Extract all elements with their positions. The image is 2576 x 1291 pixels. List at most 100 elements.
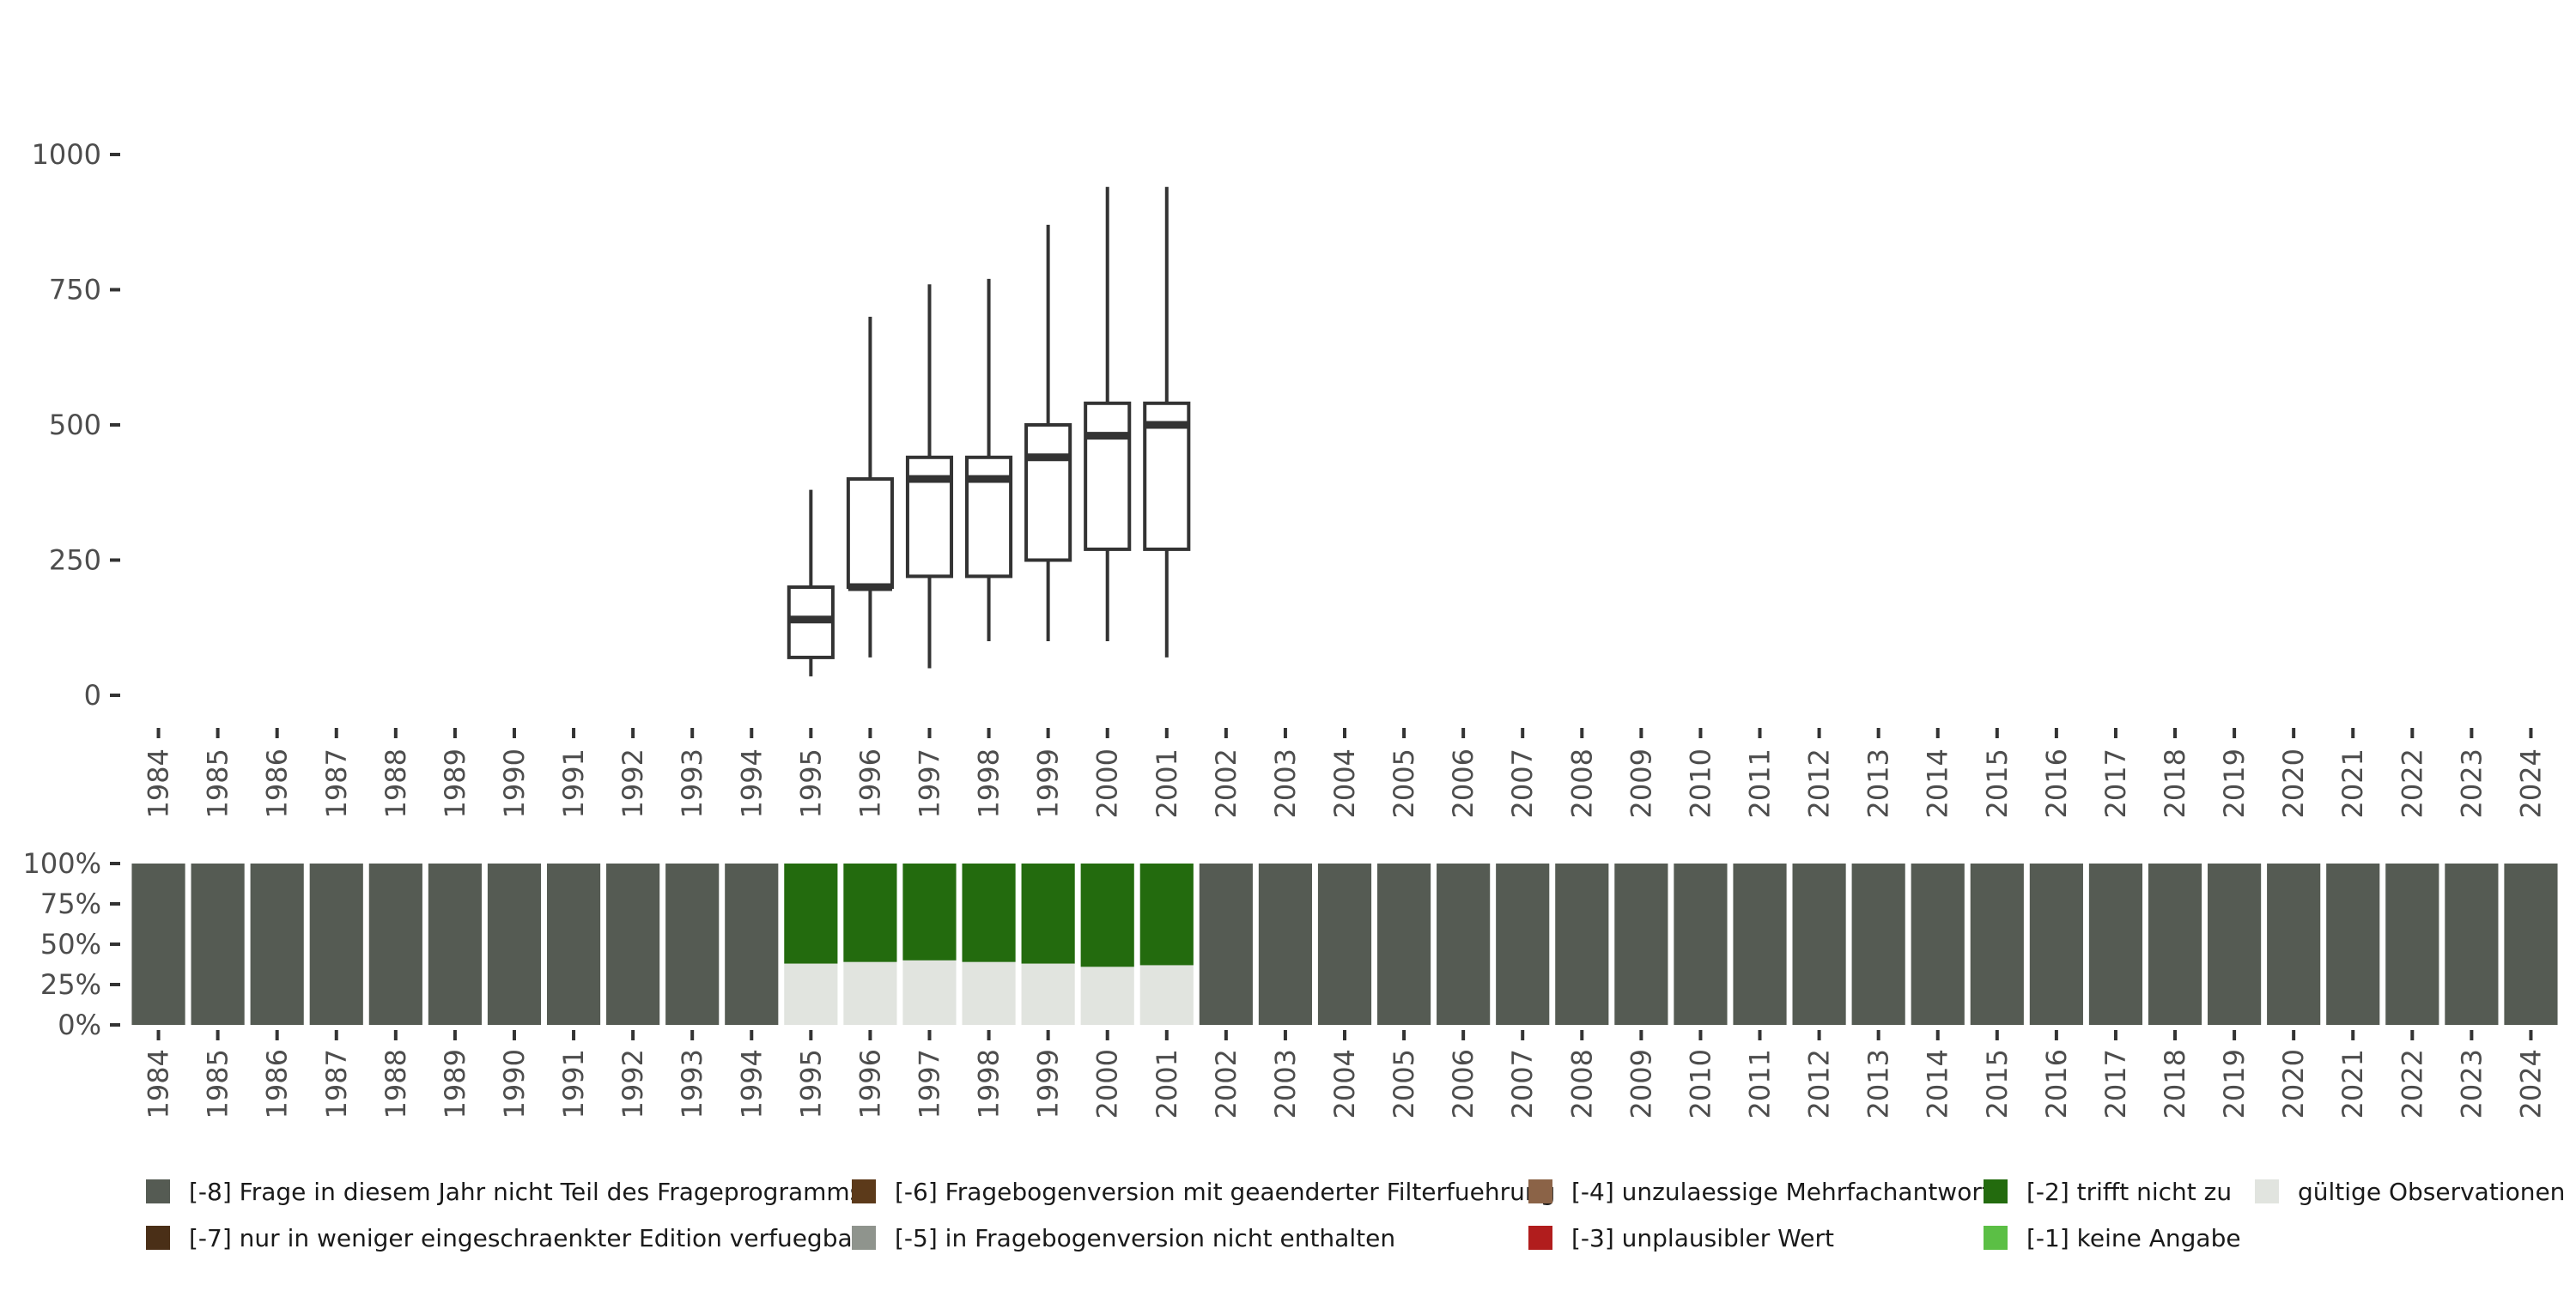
x-tick-label: 2023 bbox=[2455, 749, 2488, 818]
bar-segment-1999 bbox=[1021, 963, 1075, 1025]
y-tick-label: 100% bbox=[23, 847, 101, 880]
x-tick-label: 2004 bbox=[1328, 1049, 1361, 1118]
x-tick-label: 2003 bbox=[1269, 1049, 1302, 1118]
x-tick-label: 1993 bbox=[676, 749, 708, 818]
legend-item-minus1: [-1] keine Angabe bbox=[1984, 1221, 2241, 1255]
x-tick-label: 2019 bbox=[2218, 749, 2251, 818]
bar-segment-1987 bbox=[309, 864, 363, 1025]
x-tick-label: 2024 bbox=[2514, 1049, 2547, 1118]
box-1998 bbox=[965, 278, 1013, 641]
x-tick-label: 1991 bbox=[557, 1049, 590, 1118]
bar-segment-2022 bbox=[2385, 864, 2439, 1025]
bar-segment-1997 bbox=[902, 864, 957, 961]
x-tick-label: 2012 bbox=[1803, 1049, 1836, 1118]
x-tick-label: 1999 bbox=[1032, 1049, 1065, 1118]
bar-segment-2004 bbox=[1317, 864, 1372, 1025]
x-tick-label: 2017 bbox=[2099, 1049, 2132, 1118]
legend-label: [-4] unzulaessige Mehrfachantwort bbox=[1571, 1177, 1991, 1206]
x-tick-label: 1986 bbox=[261, 1049, 294, 1118]
legend-label: [-2] trifft nicht zu bbox=[2026, 1177, 2233, 1206]
x-tick-label: 1990 bbox=[498, 749, 531, 818]
bar-segment-2024 bbox=[2504, 864, 2558, 1025]
x-tick-label: 1996 bbox=[854, 749, 886, 818]
x-tick-label: 1989 bbox=[439, 749, 471, 818]
legend-swatch bbox=[1984, 1226, 2008, 1250]
x-tick-label: 2013 bbox=[1862, 1049, 1895, 1118]
x-tick-label: 2017 bbox=[2099, 749, 2132, 818]
legend-label: [-8] Frage in diesem Jahr nicht Teil des… bbox=[189, 1177, 863, 1206]
x-tick-label: 2020 bbox=[2277, 1049, 2310, 1118]
bar-segment-2012 bbox=[1792, 864, 1846, 1025]
bar-segment-2017 bbox=[2088, 864, 2143, 1025]
box-2000 bbox=[1084, 186, 1132, 641]
bar-segment-2014 bbox=[1911, 864, 1965, 1025]
bar-segment-2000 bbox=[1080, 864, 1134, 967]
y-tick-label: 1000 bbox=[32, 138, 101, 171]
x-tick-label: 1991 bbox=[557, 749, 590, 818]
x-tick-label: 2009 bbox=[1625, 749, 1657, 818]
x-tick-label: 2013 bbox=[1862, 749, 1895, 818]
x-tick-label: 2004 bbox=[1328, 749, 1361, 818]
bar-segment-1990 bbox=[487, 864, 542, 1025]
bar-segment-2000 bbox=[1080, 967, 1134, 1025]
x-tick-label: 1997 bbox=[913, 749, 945, 818]
bar-segment-2008 bbox=[1555, 864, 1609, 1025]
bar-segment-1995 bbox=[784, 963, 838, 1025]
x-tick-label: 2003 bbox=[1269, 749, 1302, 818]
x-tick-label: 1992 bbox=[617, 1049, 649, 1118]
bar-segment-1997 bbox=[902, 960, 957, 1025]
legend-item-minus2: [-2] trifft nicht zu bbox=[1984, 1174, 2232, 1209]
x-tick-label: 2010 bbox=[1684, 1049, 1716, 1118]
x-tick-label: 2001 bbox=[1151, 749, 1183, 818]
bar-segment-1995 bbox=[784, 864, 838, 964]
y-tick-label: 250 bbox=[49, 544, 101, 577]
x-tick-label: 2005 bbox=[1388, 749, 1420, 818]
x-tick-label: 1986 bbox=[261, 749, 294, 818]
bar-segment-1994 bbox=[725, 864, 779, 1025]
x-tick-label: 1987 bbox=[320, 1049, 353, 1118]
x-tick-label: 2007 bbox=[1506, 1049, 1539, 1118]
x-tick-label: 2015 bbox=[1981, 749, 2014, 818]
bar-segment-1984 bbox=[131, 864, 185, 1025]
x-tick-label: 1996 bbox=[854, 1049, 886, 1118]
x-tick-label: 1989 bbox=[439, 1049, 471, 1118]
x-tick-label: 2022 bbox=[2396, 1049, 2428, 1118]
bar-segment-2007 bbox=[1496, 864, 1550, 1025]
x-tick-label: 1997 bbox=[913, 1049, 945, 1118]
x-tick-label: 2002 bbox=[1210, 1049, 1242, 1118]
bar-segment-1998 bbox=[962, 961, 1016, 1025]
bar-segment-2002 bbox=[1199, 864, 1253, 1025]
legend-swatch bbox=[1528, 1179, 1552, 1203]
x-tick-label: 2024 bbox=[2514, 749, 2547, 818]
bar-segment-1992 bbox=[606, 864, 660, 1025]
legend-label: gültige Observationen bbox=[2298, 1177, 2566, 1206]
bar-segment-1989 bbox=[428, 864, 482, 1025]
x-tick-label: 1992 bbox=[617, 749, 649, 818]
legend-label: [-3] unplausibler Wert bbox=[1571, 1223, 1834, 1252]
bar-segment-1999 bbox=[1021, 864, 1075, 964]
legend-label: [-5] in Fragebogenversion nicht enthalte… bbox=[895, 1223, 1396, 1252]
x-tick-label: 2020 bbox=[2277, 749, 2310, 818]
x-tick-label: 2018 bbox=[2159, 749, 2191, 818]
bar-segment-2006 bbox=[1437, 864, 1491, 1025]
bar-segment-2015 bbox=[1970, 864, 2024, 1025]
legend-swatch bbox=[146, 1226, 170, 1250]
x-tick-label: 2001 bbox=[1151, 1049, 1183, 1118]
legend-label: [-6] Fragebogenversion mit geaenderter F… bbox=[895, 1177, 1556, 1206]
box-1996 bbox=[846, 317, 894, 658]
x-tick-label: 2000 bbox=[1091, 1049, 1124, 1118]
x-tick-label: 1995 bbox=[794, 1049, 827, 1118]
bar-segment-1996 bbox=[843, 961, 897, 1025]
y-tick-label: 0% bbox=[58, 1009, 101, 1041]
x-tick-label: 1988 bbox=[380, 1049, 412, 1118]
box-iqr bbox=[846, 477, 894, 589]
bar-segment-2018 bbox=[2148, 864, 2202, 1025]
x-tick-label: 1999 bbox=[1032, 749, 1065, 818]
x-tick-label: 2007 bbox=[1506, 749, 1539, 818]
bar-segment-2023 bbox=[2445, 864, 2499, 1025]
bar-segment-2003 bbox=[1258, 864, 1313, 1025]
bar-segment-1996 bbox=[843, 864, 897, 962]
x-tick-label: 2006 bbox=[1447, 749, 1479, 818]
